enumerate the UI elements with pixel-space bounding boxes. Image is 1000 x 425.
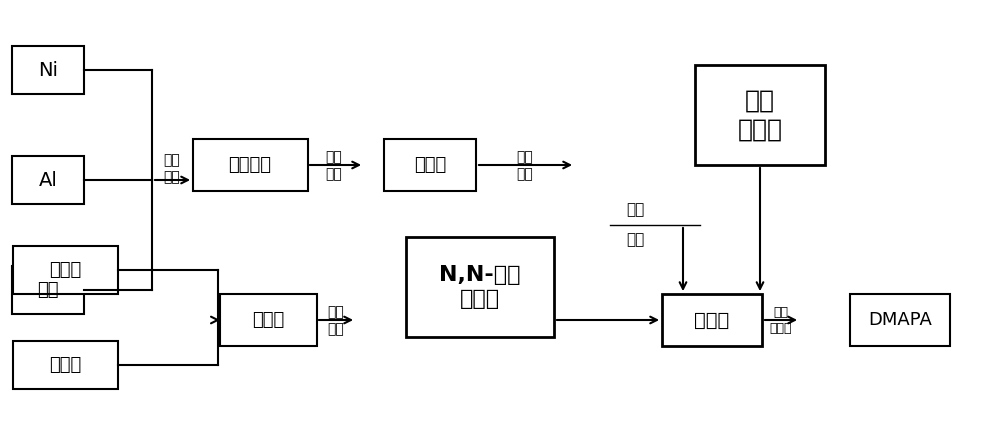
FancyBboxPatch shape [850,294,950,346]
Text: 减压: 减压 [328,305,344,319]
FancyBboxPatch shape [695,65,825,165]
Text: 助剂: 助剂 [37,281,59,299]
Text: 混合: 混合 [164,153,180,167]
Text: 加氢
催化剂: 加氢 催化剂 [738,88,782,142]
Text: 合成釜: 合成釜 [252,311,284,329]
FancyBboxPatch shape [220,294,316,346]
Text: 固体合金: 固体合金 [228,156,272,174]
FancyBboxPatch shape [12,266,84,314]
Text: 二甲胺: 二甲胺 [49,356,81,374]
Text: Ni: Ni [38,60,58,79]
FancyBboxPatch shape [12,156,84,204]
Text: 熔融: 熔融 [164,170,180,184]
Text: 筛分: 筛分 [326,167,342,181]
Text: N,N-二甲
基丙腈: N,N-二甲 基丙腈 [439,265,521,309]
Text: DMAPA: DMAPA [868,311,932,329]
FancyBboxPatch shape [192,139,308,191]
Text: 精馏: 精馏 [328,322,344,336]
Text: 液氨: 液氨 [626,202,644,218]
Text: 破碎: 破碎 [326,150,342,164]
FancyBboxPatch shape [406,237,554,337]
Text: 循环水: 循环水 [770,323,792,335]
FancyBboxPatch shape [12,341,118,389]
Text: 搅拌: 搅拌 [774,306,788,318]
FancyBboxPatch shape [12,246,118,294]
Text: 合金粉: 合金粉 [414,156,446,174]
FancyBboxPatch shape [662,294,762,346]
Text: 高压釜: 高压釜 [694,311,730,329]
FancyBboxPatch shape [384,139,476,191]
Text: 洗涤: 洗涤 [517,167,533,181]
Text: 氢气: 氢气 [626,232,644,247]
Text: 丙烯腈: 丙烯腈 [49,261,81,279]
Text: Al: Al [39,170,57,190]
FancyBboxPatch shape [12,46,84,94]
Text: 活化: 活化 [517,150,533,164]
